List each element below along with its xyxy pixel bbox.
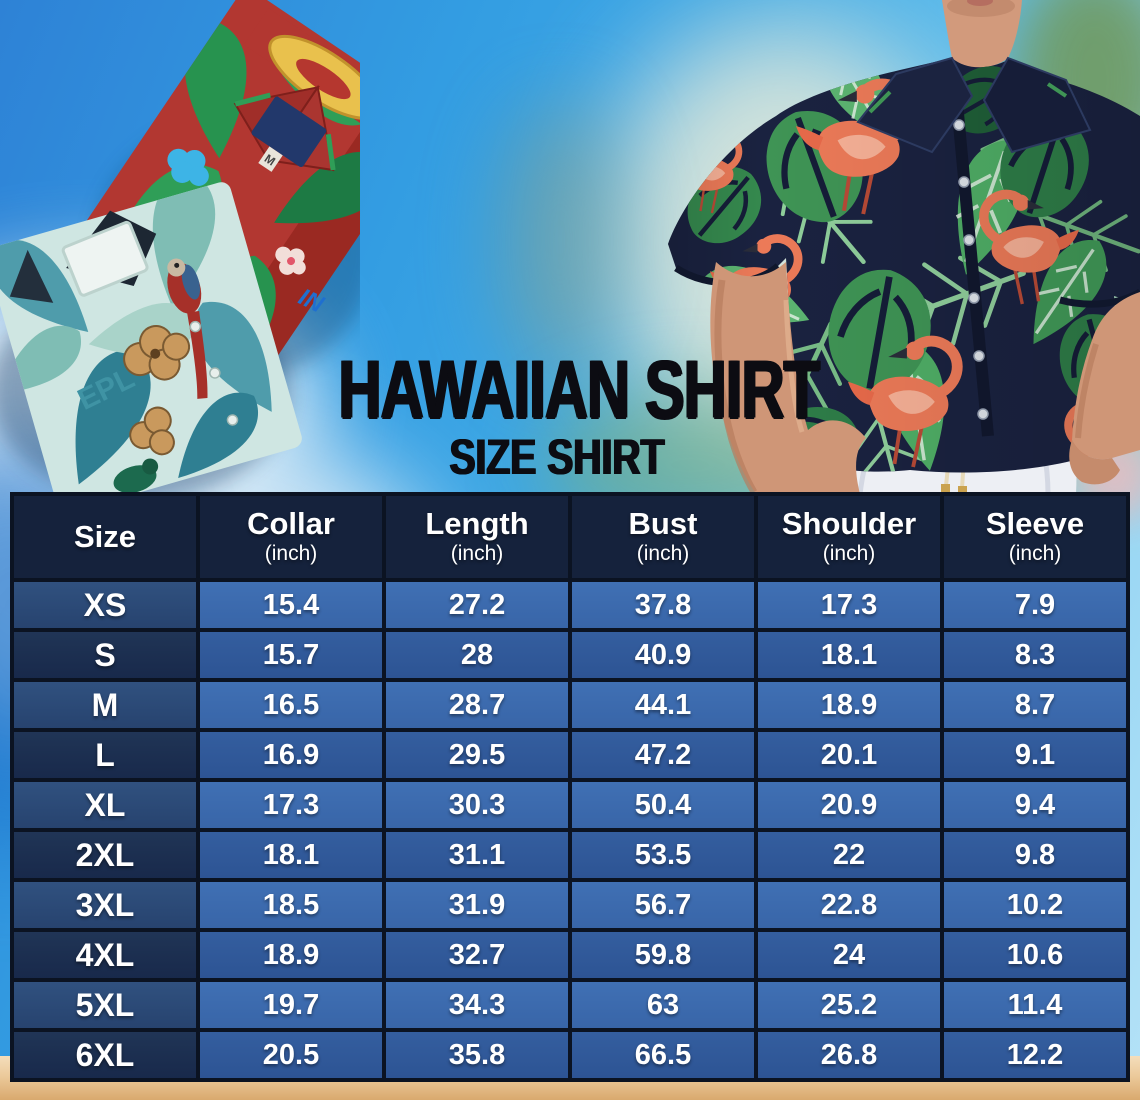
value-cell: 28 bbox=[382, 628, 572, 682]
page-subtitle: SIZE SHIRT bbox=[449, 428, 665, 485]
value-cell: 17.3 bbox=[754, 578, 944, 632]
header-row: Size Collar (inch) Length (inch) Bust (inch) Sh… bbox=[10, 492, 1130, 582]
value-cell: 44.1 bbox=[568, 678, 758, 732]
size-cell: 5XL bbox=[10, 978, 200, 1032]
size-cell: 4XL bbox=[10, 928, 200, 982]
value-cell: 22.8 bbox=[754, 878, 944, 932]
table-row: L 16.9 29.5 47.2 20.1 9.1 bbox=[10, 728, 1130, 782]
value-cell: 19.7 bbox=[196, 978, 386, 1032]
value-cell: 40.9 bbox=[568, 628, 758, 682]
model-neck bbox=[942, 0, 1022, 68]
value-cell: 47.2 bbox=[568, 728, 758, 782]
model-left-arm bbox=[710, 262, 866, 494]
value-cell: 29.5 bbox=[382, 728, 572, 782]
value-cell: 15.4 bbox=[196, 578, 386, 632]
value-cell: 56.7 bbox=[568, 878, 758, 932]
size-cell: M bbox=[10, 678, 200, 732]
value-cell: 35.8 bbox=[382, 1028, 572, 1082]
table-row: 2XL 18.1 31.1 53.5 22 9.8 bbox=[10, 828, 1130, 882]
size-cell: 6XL bbox=[10, 1028, 200, 1082]
table-row: 3XL 18.5 31.9 56.7 22.8 10.2 bbox=[10, 878, 1130, 932]
column-header: Size bbox=[10, 492, 200, 582]
table-row: 6XL 20.5 35.8 66.5 26.8 12.2 bbox=[10, 1028, 1130, 1082]
value-cell: 11.4 bbox=[940, 978, 1130, 1032]
size-cell: XS bbox=[10, 578, 200, 632]
size-cell: L bbox=[10, 728, 200, 782]
column-header: Bust (inch) bbox=[568, 492, 758, 582]
value-cell: 15.7 bbox=[196, 628, 386, 682]
value-cell: 18.1 bbox=[754, 628, 944, 682]
size-chart-header: Size Collar (inch) Length (inch) Bust (inch) Sh… bbox=[10, 492, 1130, 582]
value-cell: 18.5 bbox=[196, 878, 386, 932]
table-row: S 15.7 28 40.9 18.1 8.3 bbox=[10, 628, 1130, 682]
value-cell: 25.2 bbox=[754, 978, 944, 1032]
size-cell: XL bbox=[10, 778, 200, 832]
value-cell: 20.9 bbox=[754, 778, 944, 832]
value-cell: 59.8 bbox=[568, 928, 758, 982]
value-cell: 7.9 bbox=[940, 578, 1130, 632]
table-row: XL 17.3 30.3 50.4 20.9 9.4 bbox=[10, 778, 1130, 832]
table-row: 4XL 18.9 32.7 59.8 24 10.6 bbox=[10, 928, 1130, 982]
value-cell: 27.2 bbox=[382, 578, 572, 632]
value-cell: 20.5 bbox=[196, 1028, 386, 1082]
page-title: HAWAIIAN SHIRT bbox=[338, 343, 820, 436]
value-cell: 18.9 bbox=[754, 678, 944, 732]
size-cell: 2XL bbox=[10, 828, 200, 882]
size-chart-table: Size Collar (inch) Length (inch) Bust (inch) Sh… bbox=[10, 492, 1130, 1082]
model-right-arm bbox=[1069, 292, 1140, 485]
column-header: Collar (inch) bbox=[196, 492, 386, 582]
value-cell: 16.9 bbox=[196, 728, 386, 782]
value-cell: 9.8 bbox=[940, 828, 1130, 882]
value-cell: 10.2 bbox=[940, 878, 1130, 932]
value-cell: 12.2 bbox=[940, 1028, 1130, 1082]
value-cell: 16.5 bbox=[196, 678, 386, 732]
value-cell: 9.1 bbox=[940, 728, 1130, 782]
value-cell: 66.5 bbox=[568, 1028, 758, 1082]
value-cell: 8.3 bbox=[940, 628, 1130, 682]
value-cell: 22 bbox=[754, 828, 944, 882]
size-cell: S bbox=[10, 628, 200, 682]
folded-shirts-photo: M IN bbox=[0, 0, 360, 500]
value-cell: 8.7 bbox=[940, 678, 1130, 732]
value-cell: 24 bbox=[754, 928, 944, 982]
value-cell: 63 bbox=[568, 978, 758, 1032]
column-header: Length (inch) bbox=[382, 492, 572, 582]
value-cell: 37.8 bbox=[568, 578, 758, 632]
column-header: Sleeve (inch) bbox=[940, 492, 1130, 582]
table-row: XS 15.4 27.2 37.8 17.3 7.9 bbox=[10, 578, 1130, 632]
value-cell: 31.9 bbox=[382, 878, 572, 932]
column-header: Shoulder (inch) bbox=[754, 492, 944, 582]
size-cell: 3XL bbox=[10, 878, 200, 932]
value-cell: 26.8 bbox=[754, 1028, 944, 1082]
value-cell: 34.3 bbox=[382, 978, 572, 1032]
value-cell: 9.4 bbox=[940, 778, 1130, 832]
value-cell: 30.3 bbox=[382, 778, 572, 832]
value-cell: 17.3 bbox=[196, 778, 386, 832]
value-cell: 18.9 bbox=[196, 928, 386, 982]
table-row: M 16.5 28.7 44.1 18.9 8.7 bbox=[10, 678, 1130, 732]
value-cell: 20.1 bbox=[754, 728, 944, 782]
value-cell: 10.6 bbox=[940, 928, 1130, 982]
table-row: 5XL 19.7 34.3 63 25.2 11.4 bbox=[10, 978, 1130, 1032]
model-photo bbox=[668, 0, 1140, 494]
value-cell: 18.1 bbox=[196, 828, 386, 882]
value-cell: 28.7 bbox=[382, 678, 572, 732]
teal-hawaiian-shirt: EPL bbox=[0, 179, 302, 500]
value-cell: 50.4 bbox=[568, 778, 758, 832]
value-cell: 31.1 bbox=[382, 828, 572, 882]
blurred-palm-blob bbox=[500, 100, 620, 380]
value-cell: 53.5 bbox=[568, 828, 758, 882]
value-cell: 32.7 bbox=[382, 928, 572, 982]
title-block: HAWAIIAN SHIRT SIZE SHIRT bbox=[300, 343, 820, 482]
